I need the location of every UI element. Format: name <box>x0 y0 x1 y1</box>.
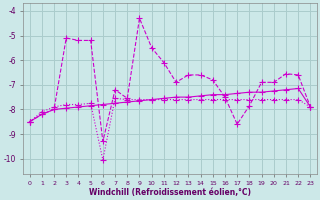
X-axis label: Windchill (Refroidissement éolien,°C): Windchill (Refroidissement éolien,°C) <box>89 188 251 197</box>
